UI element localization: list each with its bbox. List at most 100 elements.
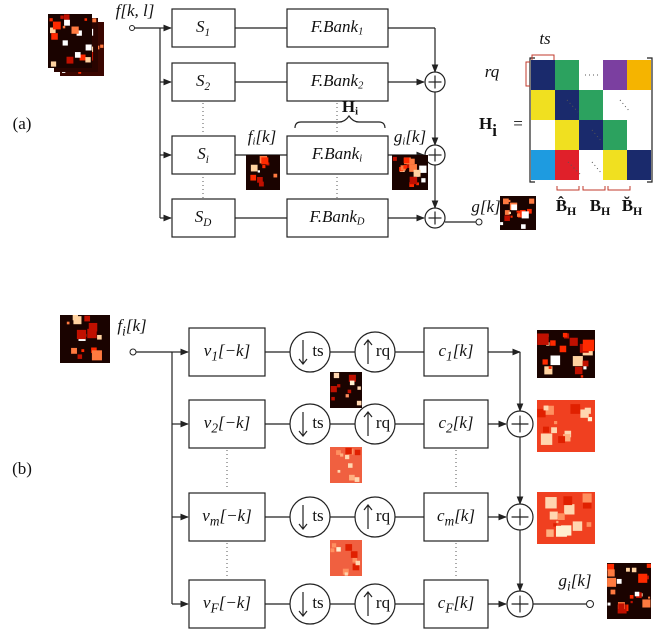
- heatmap-cell: [409, 159, 414, 164]
- heatmap-cell: [517, 211, 519, 213]
- filterbank-label-sub: D: [356, 217, 365, 228]
- heatmap-cell: [556, 521, 558, 523]
- heatmap-cell: [100, 45, 103, 48]
- block-label: B̂H: [556, 196, 577, 218]
- block-label-base: B: [590, 196, 601, 215]
- heatmap-cell: [259, 182, 264, 187]
- heatmap-cell: [86, 44, 92, 50]
- heatmap-cell: [558, 513, 565, 520]
- block-label: B̆H: [622, 195, 643, 218]
- heatmap-cell: [84, 316, 90, 322]
- heatmap-cell: [510, 216, 512, 218]
- input-node: [130, 349, 136, 355]
- heatmap-cell: [75, 52, 81, 58]
- heatmap-cell: [356, 561, 360, 565]
- heatmap-cell: [73, 316, 81, 324]
- heatmap-cell: [608, 603, 611, 606]
- downsample-node: [290, 497, 330, 537]
- heatmap-cell: [631, 601, 633, 603]
- heatmap-cell: [543, 359, 548, 364]
- output-label: g[k]: [471, 197, 500, 216]
- heatmap-cell: [573, 521, 582, 530]
- heatmap-cell: [556, 526, 567, 537]
- downsample-label: ts: [312, 506, 323, 525]
- matrix-block: [627, 120, 651, 150]
- heatmap-cell: [611, 590, 616, 595]
- ts-label: ts: [539, 29, 551, 48]
- heatmap-cell: [345, 448, 351, 454]
- heatmap-cell: [638, 574, 647, 583]
- output-label-rest: [k]: [571, 571, 592, 590]
- filterbank-label: F.Bank1: [310, 17, 364, 38]
- upsample-label: rq: [376, 593, 391, 612]
- heatmap-cell: [583, 493, 592, 502]
- analysis-label-rest: [−k]: [219, 593, 251, 612]
- input-label-rest: [k]: [126, 316, 147, 335]
- heatmap-cell: [573, 356, 583, 366]
- matrix-block: [579, 90, 603, 120]
- matrix-block: [627, 150, 651, 180]
- matrix-block: [627, 90, 651, 120]
- heatmap-cell: [89, 323, 98, 332]
- matrix-block: [531, 150, 555, 180]
- input-label: f[k, l]: [116, 1, 155, 20]
- downsample-label: ts: [312, 341, 323, 360]
- filterbank-label: F.Bank2: [310, 71, 364, 92]
- heatmap-cell: [81, 349, 84, 352]
- heatmap-cell: [77, 330, 86, 339]
- subband-label-sub: 2: [204, 80, 210, 92]
- matrix-block: [555, 60, 579, 90]
- filterbank-label-base: F.Bank: [311, 144, 360, 163]
- matrix-name-base: H: [479, 114, 492, 133]
- heatmap-cell: [92, 18, 96, 22]
- heatmap-cell: [618, 603, 624, 609]
- heatmap-cell: [545, 497, 556, 508]
- synthesis-label-rest: [k]: [453, 593, 474, 612]
- heatmap-cell: [563, 333, 567, 337]
- heatmap-cell: [351, 551, 358, 558]
- panel-label: (a): [13, 114, 32, 133]
- heatmap-cell: [357, 401, 362, 406]
- heatmap-cell: [509, 212, 511, 214]
- matrix-block: [579, 150, 603, 180]
- analysis-label-rest: [−k]: [219, 506, 251, 525]
- subband-label-sub: i: [206, 153, 209, 165]
- heatmap-cell: [554, 421, 557, 424]
- heatmap-cell: [85, 18, 88, 21]
- matrix-block: [603, 90, 627, 120]
- heatmap-cell: [345, 572, 348, 575]
- heatmap-cell: [511, 204, 517, 210]
- upsample-label: rq: [376, 413, 391, 432]
- heatmap-cell: [647, 564, 651, 568]
- equals-sign: =: [513, 114, 523, 133]
- heatmap-cell: [350, 381, 355, 386]
- analysis-label-rest: [−k]: [218, 413, 250, 432]
- matrix-block: [603, 120, 627, 150]
- heatmap-cell: [273, 174, 277, 178]
- heatmap-cell: [345, 455, 349, 459]
- heatmap-cell: [626, 568, 630, 572]
- heatmap-cell: [60, 15, 63, 18]
- branch-input-label-rest: [k]: [255, 127, 276, 146]
- heatmap-cell: [336, 547, 340, 551]
- matrix-block: [603, 60, 627, 90]
- matrix-block: [555, 150, 579, 180]
- synthesis-label-sub: m: [445, 514, 455, 529]
- filterbank-label-base: F.Bank: [310, 17, 359, 36]
- heatmap-cell: [355, 450, 360, 455]
- panel-label: (b): [12, 459, 32, 478]
- heatmap-cell: [630, 595, 634, 599]
- rq-label: rq: [485, 62, 500, 81]
- heatmap-cell: [583, 340, 594, 351]
- heatmap-cell: [632, 568, 637, 573]
- heatmap-cell: [64, 20, 70, 26]
- heatmap-cell: [338, 470, 341, 473]
- heatmap-cell: [331, 397, 334, 400]
- heatmap-cell: [607, 578, 616, 587]
- heatmap-cell: [642, 599, 650, 607]
- heatmap-cell: [549, 366, 552, 369]
- filterbank-label: F.Banki: [311, 144, 362, 165]
- matrix-block: [627, 60, 651, 90]
- branch-output-label-rest: [k]: [405, 127, 426, 146]
- block-label-base: B̂: [556, 196, 567, 215]
